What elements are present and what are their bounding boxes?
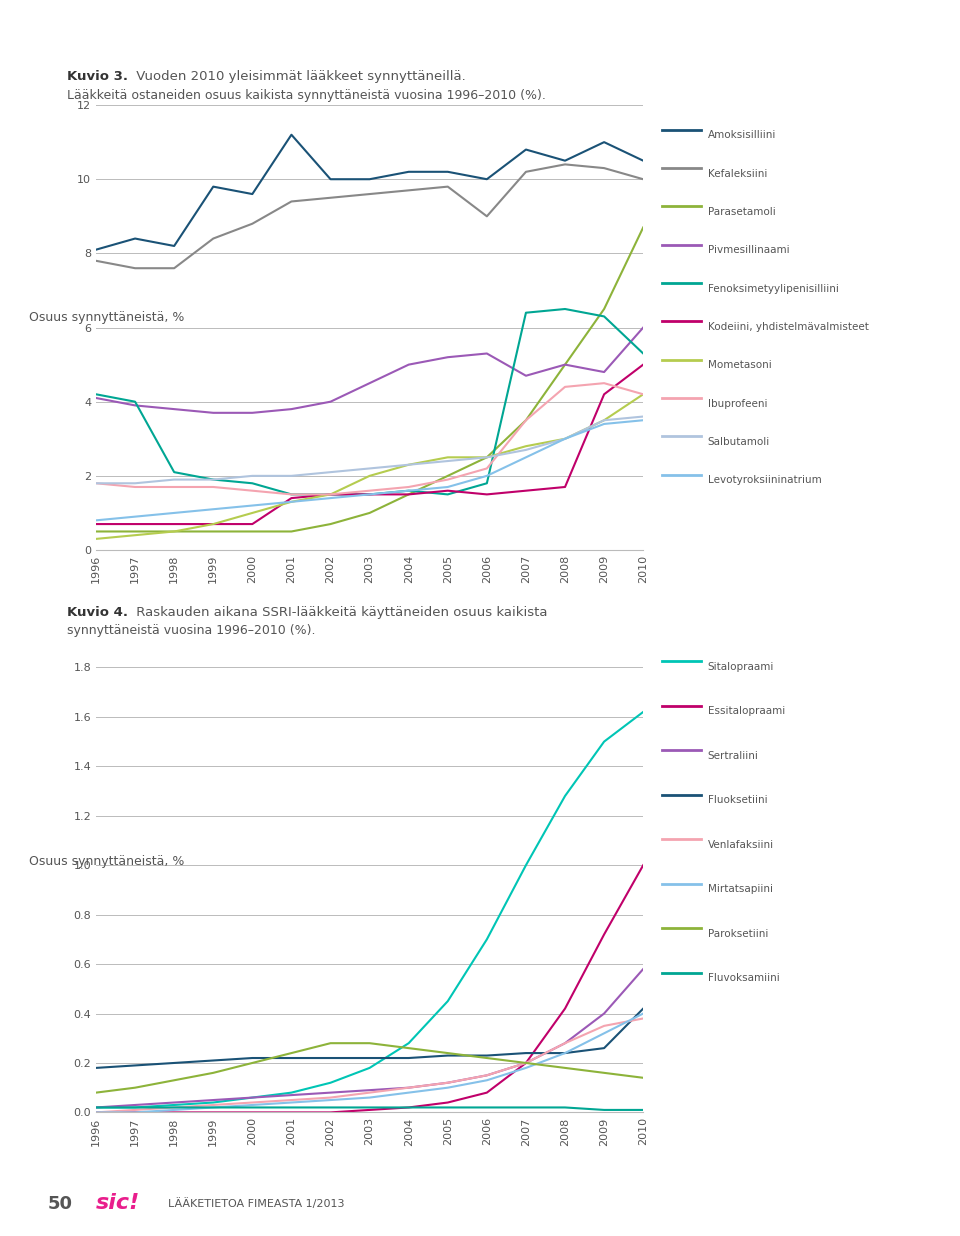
Text: sic!: sic! <box>96 1193 140 1213</box>
Text: Mirtatsapiini: Mirtatsapiini <box>708 885 773 895</box>
Text: Vuoden 2010 yleisimmät lääkkeet synnyttäneillä.: Vuoden 2010 yleisimmät lääkkeet synnyttä… <box>132 70 467 83</box>
Text: Kodeiini, yhdistelmävalmisteet: Kodeiini, yhdistelmävalmisteet <box>708 323 869 332</box>
Text: Pivmesillinaami: Pivmesillinaami <box>708 246 789 256</box>
Text: Osuus synnyttäneistä, %: Osuus synnyttäneistä, % <box>29 311 184 324</box>
Text: Salbutamoli: Salbutamoli <box>708 438 770 447</box>
Text: Paroksetiini: Paroksetiini <box>708 929 768 939</box>
Text: Fluvoksamiini: Fluvoksamiini <box>708 974 780 984</box>
Text: Fluoksetiini: Fluoksetiini <box>708 796 767 806</box>
Text: Ibuprofeeni: Ibuprofeeni <box>708 399 767 409</box>
Text: Levotyroksiininatrium: Levotyroksiininatrium <box>708 476 821 486</box>
Text: Amoksisilliini: Amoksisilliini <box>708 131 776 141</box>
Text: Venlafaksiini: Venlafaksiini <box>708 840 774 850</box>
Text: Kefaleksiini: Kefaleksiini <box>708 169 767 179</box>
Text: synnyttäneistä vuosina 1996–2010 (%).: synnyttäneistä vuosina 1996–2010 (%). <box>67 624 316 637</box>
Text: Osuus synnyttäneistä, %: Osuus synnyttäneistä, % <box>29 855 184 868</box>
Text: 50: 50 <box>48 1195 73 1213</box>
Text: Sitalopraami: Sitalopraami <box>708 662 774 672</box>
Text: Mometasoni: Mometasoni <box>708 361 771 371</box>
Text: Essitalopraami: Essitalopraami <box>708 707 784 717</box>
Text: Fenoksimetyylipenisilliini: Fenoksimetyylipenisilliini <box>708 284 838 294</box>
Text: Parasetamoli: Parasetamoli <box>708 208 776 218</box>
Text: Raskauden aikana SSRI-lääkkeitä käyttäneiden osuus kaikista: Raskauden aikana SSRI-lääkkeitä käyttäne… <box>132 606 548 618</box>
Text: Kuvio 3.: Kuvio 3. <box>67 70 129 83</box>
Text: Lääkkeitä ostaneiden osuus kaikista synnyttäneistä vuosina 1996–2010 (%).: Lääkkeitä ostaneiden osuus kaikista synn… <box>67 89 546 101</box>
Text: Sertraliini: Sertraliini <box>708 751 758 761</box>
Text: Kuvio 4.: Kuvio 4. <box>67 606 129 618</box>
Text: LÄÄKETIETOA FIMEASTA 1/2013: LÄÄKETIETOA FIMEASTA 1/2013 <box>168 1198 345 1209</box>
